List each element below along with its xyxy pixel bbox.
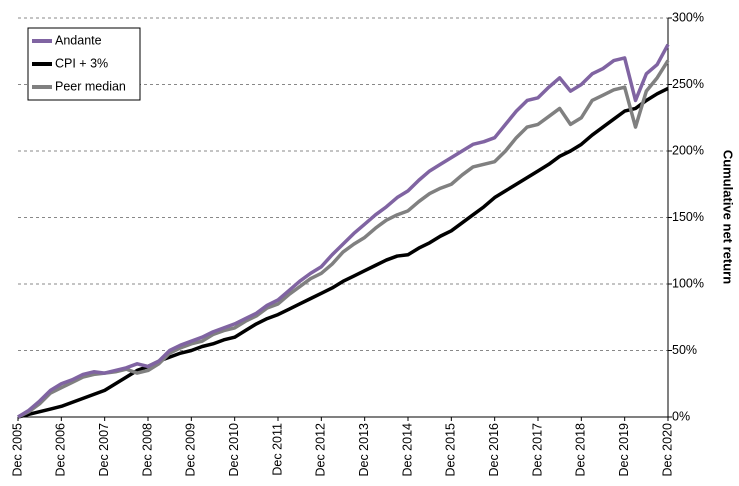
x-tick-label: Dec 2018 bbox=[574, 423, 588, 477]
x-tick-label: Dec 2019 bbox=[617, 423, 631, 477]
series-line bbox=[17, 43, 670, 419]
y-tick-label: 0% bbox=[672, 409, 690, 423]
y-tick-label: 100% bbox=[672, 276, 704, 290]
y-tick-label: 250% bbox=[672, 77, 704, 91]
y-tick-label: 50% bbox=[672, 343, 697, 357]
y-tick-label: 200% bbox=[672, 143, 704, 157]
y-axis-label: Cumulative net return bbox=[721, 150, 736, 284]
legend-label: Peer median bbox=[55, 79, 126, 93]
x-tick-label: Dec 2020 bbox=[660, 423, 674, 477]
x-tick-label: Dec 2016 bbox=[487, 423, 501, 477]
legend-label: Andante bbox=[55, 33, 102, 47]
legend-label: CPI + 3% bbox=[55, 56, 108, 70]
x-tick-label: Dec 2014 bbox=[400, 423, 414, 477]
y-tick-label: 150% bbox=[672, 210, 704, 224]
series-line bbox=[17, 59, 670, 419]
x-tick-label: Dec 2007 bbox=[97, 423, 111, 477]
y-tick-label: 300% bbox=[672, 10, 704, 24]
x-tick-label: Dec 2017 bbox=[530, 423, 544, 477]
x-tick-label: Dec 2006 bbox=[54, 423, 68, 477]
x-tick-label: Dec 2010 bbox=[227, 423, 241, 477]
x-tick-label: Dec 2013 bbox=[357, 423, 371, 477]
x-tick-label: Dec 2009 bbox=[184, 423, 198, 477]
x-tick-label: Dec 2005 bbox=[10, 423, 24, 477]
x-tick-label: Dec 2015 bbox=[444, 423, 458, 477]
x-tick-label: Dec 2011 bbox=[270, 423, 284, 476]
x-tick-label: Dec 2012 bbox=[314, 423, 328, 477]
series-line bbox=[17, 86, 669, 419]
x-tick-label: Dec 2008 bbox=[140, 423, 154, 477]
